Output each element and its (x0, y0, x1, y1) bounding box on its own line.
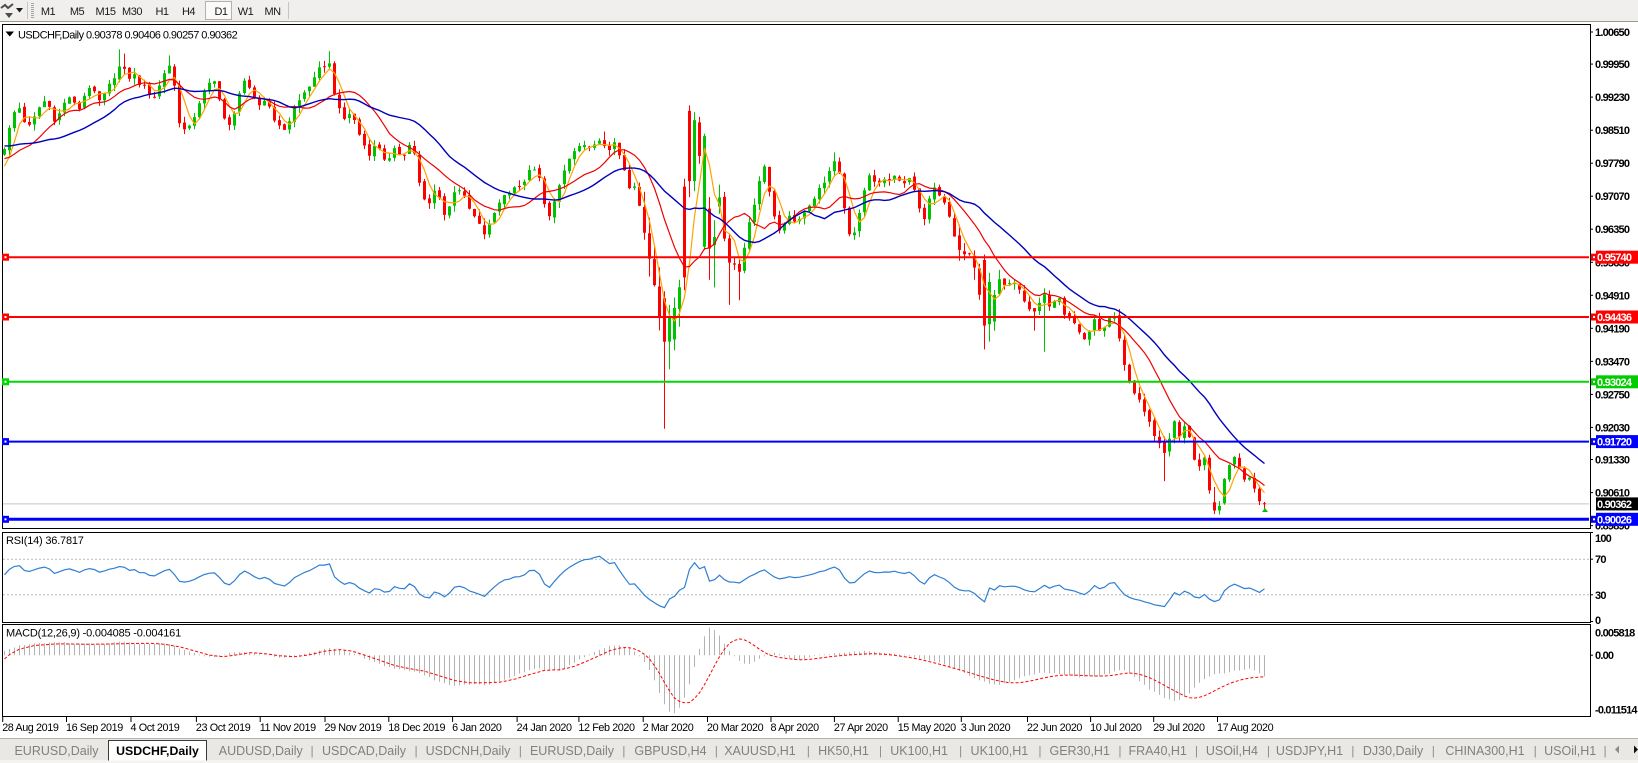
svg-text:20 Mar 2020: 20 Mar 2020 (707, 722, 764, 734)
svg-text:|: | (879, 744, 882, 758)
svg-text:|: | (1267, 744, 1270, 758)
svg-text:HK50,H1: HK50,H1 (818, 744, 869, 758)
svg-text:0.97070: 0.97070 (1595, 191, 1630, 203)
svg-text:0: 0 (1595, 615, 1601, 627)
svg-text:22 Jun 2020: 22 Jun 2020 (1027, 722, 1082, 734)
svg-text:0.90362: 0.90362 (1597, 499, 1632, 511)
svg-text:17 Aug 2020: 17 Aug 2020 (1217, 722, 1274, 734)
svg-text:6 Jan 2020: 6 Jan 2020 (452, 722, 502, 734)
svg-text:0.91330: 0.91330 (1595, 455, 1630, 467)
svg-text:EURUSD,Daily: EURUSD,Daily (530, 744, 615, 758)
svg-text:0.90026: 0.90026 (1597, 514, 1632, 526)
svg-text:16 Sep 2019: 16 Sep 2019 (66, 722, 123, 734)
svg-text:0.97790: 0.97790 (1595, 158, 1630, 170)
svg-text:18 Dec 2019: 18 Dec 2019 (388, 722, 445, 734)
svg-text:|: | (622, 744, 625, 758)
svg-text:CHINA300,H1: CHINA300,H1 (1445, 744, 1524, 758)
svg-text:|: | (1195, 744, 1198, 758)
svg-text:UK100,H1: UK100,H1 (890, 744, 948, 758)
svg-text:MACD(12,26,9) -0.004085 -0.004: MACD(12,26,9) -0.004085 -0.004161 (6, 628, 181, 640)
svg-text:0.92030: 0.92030 (1595, 422, 1630, 434)
svg-text:FRA40,H1: FRA40,H1 (1129, 744, 1187, 758)
svg-text:0.99230: 0.99230 (1595, 92, 1630, 104)
svg-text:0.00: 0.00 (1595, 650, 1614, 662)
svg-text:M30: M30 (122, 6, 142, 18)
svg-text:D1: D1 (214, 6, 227, 18)
svg-text:29 Nov 2019: 29 Nov 2019 (325, 722, 382, 734)
svg-text:2 Mar 2020: 2 Mar 2020 (643, 722, 694, 734)
svg-text:UK100,H1: UK100,H1 (971, 744, 1029, 758)
svg-text:|: | (959, 744, 962, 758)
svg-text:USDJPY,H1: USDJPY,H1 (1276, 744, 1343, 758)
svg-text:4 Oct 2019: 4 Oct 2019 (131, 722, 180, 734)
svg-text:|: | (1038, 744, 1041, 758)
svg-text:0.95740: 0.95740 (1597, 252, 1632, 264)
svg-text:USOil,H1: USOil,H1 (1544, 744, 1596, 758)
svg-text:|: | (310, 744, 313, 758)
svg-text:12 Feb 2020: 12 Feb 2020 (578, 722, 635, 734)
svg-text:0.94436: 0.94436 (1597, 312, 1632, 324)
svg-text:0.90610: 0.90610 (1595, 488, 1630, 500)
svg-text:0.005818: 0.005818 (1595, 628, 1635, 640)
svg-text:H1: H1 (155, 6, 168, 18)
svg-text:|: | (1118, 744, 1121, 758)
svg-text:|: | (715, 744, 718, 758)
svg-text:24 Jan 2020: 24 Jan 2020 (517, 722, 572, 734)
svg-text:0.91720: 0.91720 (1597, 437, 1632, 449)
svg-text:3 Jun 2020: 3 Jun 2020 (961, 722, 1011, 734)
svg-text:USDCNH,Daily: USDCNH,Daily (426, 744, 511, 758)
svg-text:|: | (414, 744, 417, 758)
svg-text:M5: M5 (70, 6, 85, 18)
svg-text:8 Apr 2020: 8 Apr 2020 (771, 722, 820, 734)
svg-text:|: | (1432, 744, 1435, 758)
svg-text:1.00650: 1.00650 (1595, 27, 1630, 39)
svg-text:27 Apr 2020: 27 Apr 2020 (834, 722, 888, 734)
svg-text:0.94190: 0.94190 (1595, 323, 1630, 335)
svg-text:|: | (519, 744, 522, 758)
svg-text:GER30,H1: GER30,H1 (1049, 744, 1109, 758)
svg-text:GBPUSD,H4: GBPUSD,H4 (634, 744, 706, 758)
svg-text:USDCHF,Daily: USDCHF,Daily (116, 744, 199, 758)
svg-text:|: | (1603, 744, 1606, 758)
svg-text:0.93470: 0.93470 (1595, 356, 1630, 368)
svg-text:0.92750: 0.92750 (1595, 389, 1630, 401)
svg-text:0.94910: 0.94910 (1595, 290, 1630, 302)
svg-text:USDCAD,Daily: USDCAD,Daily (322, 744, 407, 758)
svg-text:11 Nov 2019: 11 Nov 2019 (260, 722, 316, 734)
svg-text:W1: W1 (238, 6, 254, 18)
svg-text:28 Aug 2019: 28 Aug 2019 (2, 722, 59, 734)
svg-text:AUDUSD,Daily: AUDUSD,Daily (219, 744, 304, 758)
svg-text:15 May 2020: 15 May 2020 (898, 722, 956, 734)
svg-text:0.93024: 0.93024 (1597, 377, 1633, 389)
svg-text:-0.011514: -0.011514 (1595, 705, 1638, 717)
svg-text:10 Jul 2020: 10 Jul 2020 (1090, 722, 1142, 734)
svg-text:|: | (807, 744, 810, 758)
svg-text:USOil,H4: USOil,H4 (1206, 744, 1258, 758)
svg-text:23 Oct 2019: 23 Oct 2019 (196, 722, 251, 734)
svg-text:DJ30,Daily: DJ30,Daily (1363, 744, 1424, 758)
svg-text:30: 30 (1595, 590, 1606, 602)
svg-text:RSI(14) 36.7817: RSI(14) 36.7817 (6, 535, 84, 547)
svg-text:0.98510: 0.98510 (1595, 125, 1630, 137)
svg-text:0.99950: 0.99950 (1595, 59, 1630, 71)
svg-text:29 Jul 2020: 29 Jul 2020 (1153, 722, 1205, 734)
svg-text:MN: MN (264, 6, 281, 18)
svg-text:XAUUSD,H1: XAUUSD,H1 (724, 744, 796, 758)
svg-text:70: 70 (1595, 554, 1606, 566)
svg-text:EURUSD,Daily: EURUSD,Daily (14, 744, 99, 758)
svg-text:0.96350: 0.96350 (1595, 224, 1630, 236)
svg-text:|: | (1534, 744, 1537, 758)
svg-text:USDCHF,Daily 0.90378 0.90406: USDCHF,Daily 0.90378 0.90406 0.90257 0.9… (18, 30, 238, 42)
svg-text:M15: M15 (96, 6, 116, 18)
svg-text:M1: M1 (41, 6, 56, 18)
svg-text:H4: H4 (182, 6, 195, 18)
svg-text:100: 100 (1595, 533, 1612, 545)
svg-text:|: | (1351, 744, 1354, 758)
